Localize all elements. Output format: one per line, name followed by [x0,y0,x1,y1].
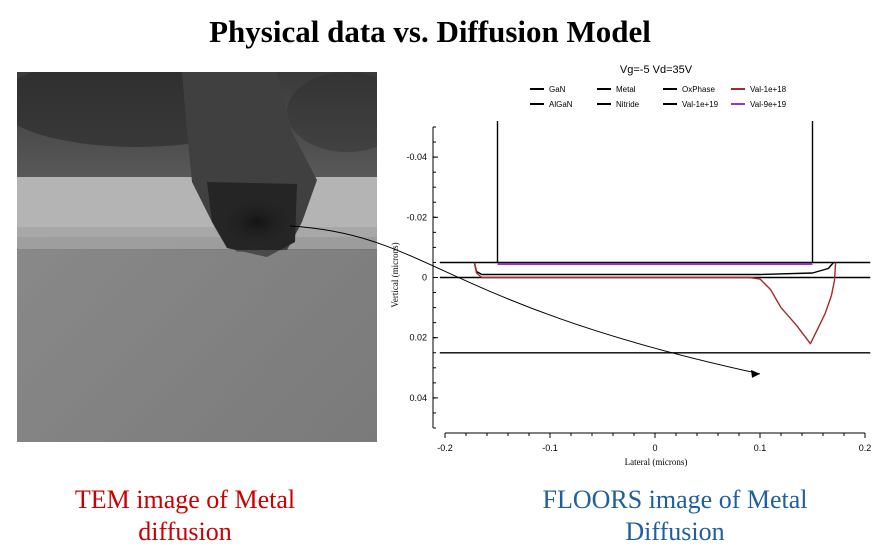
caption-floors-line1: FLOORS image of Metal [542,485,808,514]
tem-image [17,72,377,442]
annotation-arrowhead [751,369,760,378]
x-tick-label: 0.1 [754,443,767,453]
caption-floors: FLOORS image of Metal Diffusion [490,484,860,548]
annotation-arrow [289,225,761,375]
caption-floors-line2: Diffusion [625,517,725,546]
x-tick-label: -0.1 [542,443,558,453]
legend-label: Val-9e+19 [750,100,787,109]
x-tick-label: 0 [652,443,657,453]
legend-item: Metal [597,85,636,94]
legend-item: Val-9e+19 [731,100,787,109]
legend-label: Metal [616,85,636,94]
series-contour-val-1e19 [473,262,835,276]
chart-title: Vg=-5 Vd=35V [620,64,693,76]
y-tick-label: 0 [422,273,427,283]
legend-item: Val-1e+19 [663,100,719,109]
legend-label: Val-1e+19 [682,100,719,109]
legend: GaN Metal OxPhase Val-1e+18 AlGaN Nitride Val-… [530,85,787,109]
x-tick-label: 0.2 [859,443,872,453]
x-tick-label: -0.2 [437,443,453,453]
caption-tem: TEM image of Metal diffusion [20,484,350,548]
slide-title: Physical data vs. Diffusion Model [209,14,651,49]
legend-item: Nitride [597,100,640,109]
legend-label: Val-1e+18 [750,85,787,94]
legend-label: Nitride [616,100,640,109]
y-tick-label: 0.02 [409,333,427,343]
legend-label: AlGaN [549,100,573,109]
legend-item: OxPhase [663,85,715,94]
axes: -0.04 -0.02 0 0.02 0.04 -0.2 -0.1 0 0.1 0.2 [406,126,872,453]
y-axis-label: Vertical (microns) [390,242,400,307]
caption-tem-line2: diffusion [138,517,232,546]
legend-item: AlGaN [530,100,573,109]
series-group [289,121,871,378]
caption-tem-line1: TEM image of Metal [74,485,296,514]
y-tick-label: -0.02 [406,212,427,222]
legend-label: OxPhase [682,85,715,94]
legend-label: GaN [549,85,566,94]
y-tick-label: -0.04 [406,152,427,162]
chart: Vg=-5 Vd=35V GaN Metal OxPhase Val-1e+18 AlG… [289,64,872,467]
legend-item: Val-1e+18 [731,85,787,94]
y-tick-label: 0.04 [409,393,427,403]
series-contour-val-1e18 [473,262,837,345]
legend-item: GaN [530,85,566,94]
x-axis-label: Lateral (microns) [625,457,688,467]
